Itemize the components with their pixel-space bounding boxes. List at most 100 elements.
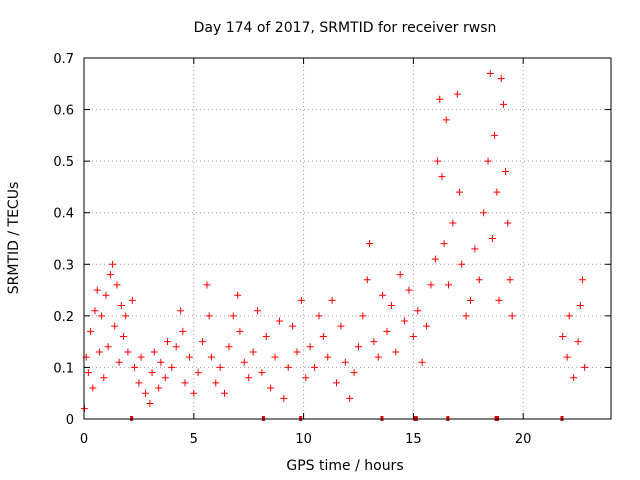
data-point [396, 271, 404, 279]
data-point [363, 276, 371, 284]
data-point [440, 240, 448, 248]
data-point [581, 363, 589, 371]
data-points [80, 69, 589, 413]
data-point [341, 358, 349, 366]
data-point [104, 343, 112, 351]
data-point [150, 348, 158, 356]
data-point [148, 369, 156, 377]
data-point [315, 312, 323, 320]
x-axis-label: GPS time / hours [286, 458, 403, 474]
data-point [383, 327, 391, 335]
x-tick-labels: 0 5 10 15 20 [80, 432, 532, 447]
data-point [442, 116, 450, 124]
data-point [563, 353, 571, 361]
data-point [379, 291, 387, 299]
x-tick-label: 0 [80, 432, 88, 447]
data-point [100, 374, 108, 382]
data-point [488, 235, 496, 242]
data-point [115, 358, 123, 366]
data-point [449, 219, 457, 227]
data-point [471, 245, 479, 253]
data-point [293, 348, 301, 356]
data-point [387, 302, 395, 310]
y-tick-label: 0.2 [53, 310, 74, 325]
data-point [84, 369, 92, 377]
data-point [207, 353, 215, 361]
data-point [236, 327, 244, 335]
data-point [346, 394, 354, 402]
data-point [374, 353, 382, 361]
y-tick-label: 0.4 [53, 207, 74, 222]
data-point [458, 260, 466, 268]
data-point [319, 332, 327, 340]
data-point [578, 276, 586, 284]
data-point [91, 307, 99, 315]
data-point [337, 322, 345, 330]
data-point [504, 219, 512, 227]
data-point [297, 296, 305, 304]
data-point [506, 276, 514, 284]
y-tick-label: 0.3 [53, 258, 74, 273]
y-tick-label: 0 [66, 413, 74, 428]
data-point [302, 374, 310, 382]
data-point [216, 363, 224, 371]
data-point [179, 327, 187, 335]
data-point [495, 296, 503, 304]
data-point [401, 317, 409, 325]
data-point [365, 240, 373, 248]
data-point [484, 157, 492, 165]
data-point [392, 348, 400, 356]
grid-lines [84, 58, 611, 419]
data-point [141, 389, 149, 397]
data-point [137, 353, 145, 361]
data-point [445, 281, 453, 289]
data-point [89, 384, 97, 392]
data-point [205, 312, 213, 320]
data-point [486, 69, 494, 77]
data-point [157, 358, 165, 366]
data-point [423, 322, 431, 330]
data-point [258, 369, 266, 377]
data-point [106, 271, 114, 279]
data-point [409, 332, 417, 340]
data-point [350, 369, 358, 377]
data-point [559, 332, 567, 340]
data-point [203, 281, 211, 289]
data-point [480, 209, 488, 217]
data-point [221, 389, 229, 397]
data-point [359, 312, 367, 320]
data-point [284, 363, 292, 371]
data-point [181, 379, 189, 387]
axis-ticks [83, 57, 611, 420]
data-point [434, 157, 442, 165]
data-point [491, 131, 499, 139]
data-point [574, 338, 582, 346]
data-point [328, 296, 336, 304]
data-point [271, 353, 279, 361]
data-point [414, 307, 422, 315]
data-point [499, 100, 507, 108]
y-tick-labels: 0 0.1 0.2 0.3 0.4 0.5 0.6 0.7 [53, 52, 74, 428]
data-point [576, 302, 584, 310]
data-point [306, 343, 314, 351]
data-point [240, 358, 248, 366]
data-point [172, 343, 180, 351]
data-point [253, 307, 261, 315]
data-point [199, 338, 207, 346]
data-point [370, 338, 378, 346]
data-point [275, 317, 283, 325]
x-tick-label: 5 [190, 432, 198, 447]
data-point [289, 322, 297, 330]
data-point [475, 276, 483, 284]
data-point [427, 281, 435, 289]
data-point [168, 363, 176, 371]
data-point [493, 188, 501, 196]
data-point [502, 167, 510, 175]
data-point [229, 312, 237, 320]
data-point [93, 286, 101, 294]
data-point [311, 363, 319, 371]
data-point [163, 338, 171, 346]
data-point [146, 400, 154, 408]
data-point [570, 374, 578, 382]
